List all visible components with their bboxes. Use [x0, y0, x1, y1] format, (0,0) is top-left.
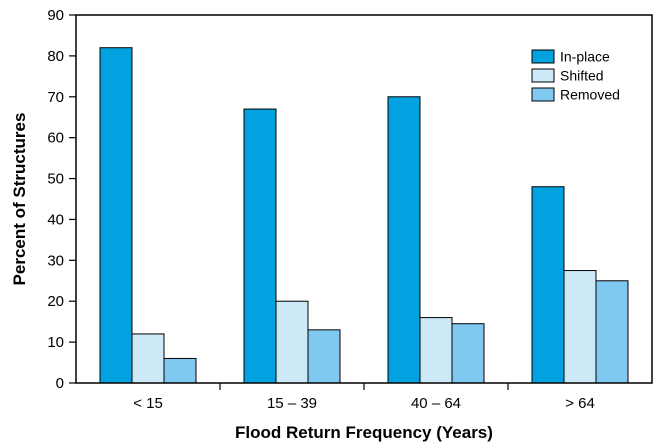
bar-shifted: [563, 270, 597, 384]
bar-in-place: [531, 186, 565, 384]
x-tick-label: 15 – 39: [267, 395, 317, 412]
y-tick-label: 40: [47, 211, 64, 228]
y-tick-label: 50: [47, 171, 64, 188]
bar-in-place: [243, 108, 277, 384]
legend-swatch: [531, 49, 555, 64]
bar-shifted: [275, 300, 309, 384]
bar-removed: [451, 323, 485, 384]
legend-swatch: [531, 68, 555, 83]
legend-label: Shifted: [560, 68, 604, 84]
bar-removed: [307, 329, 341, 384]
y-tick-label: 20: [47, 293, 64, 310]
x-tick-label: 40 – 64: [411, 395, 461, 412]
x-axis-title: Flood Return Frequency (Years): [235, 423, 493, 442]
x-tick-label: > 64: [565, 395, 595, 412]
bar-shifted: [131, 333, 165, 384]
legend-swatch: [531, 87, 555, 102]
legend-label: Removed: [560, 87, 620, 103]
y-axis: 0 10 20 30 40 50 60 70 80 90: [47, 7, 76, 392]
bar-in-place: [99, 47, 133, 384]
bars-group: [99, 47, 629, 384]
legend-label: In-place: [560, 49, 610, 65]
x-tick-label: < 15: [133, 395, 163, 412]
y-tick-label: 80: [47, 48, 64, 65]
y-tick-label: 90: [47, 7, 64, 24]
y-tick-label: 10: [47, 334, 64, 351]
y-tick-label: 60: [47, 130, 64, 147]
y-tick-label: 30: [47, 252, 64, 269]
bar-shifted: [419, 317, 453, 384]
y-tick-label: 0: [56, 375, 64, 392]
x-axis: < 15 15 – 39 40 – 64 > 64: [133, 383, 595, 412]
legend: In-place Shifted Removed: [531, 49, 620, 103]
y-tick-label: 70: [47, 89, 64, 106]
bar-removed: [163, 357, 197, 384]
bar-in-place: [387, 96, 421, 384]
y-axis-title: Percent of Structures: [10, 113, 29, 286]
bar-removed: [595, 280, 629, 384]
